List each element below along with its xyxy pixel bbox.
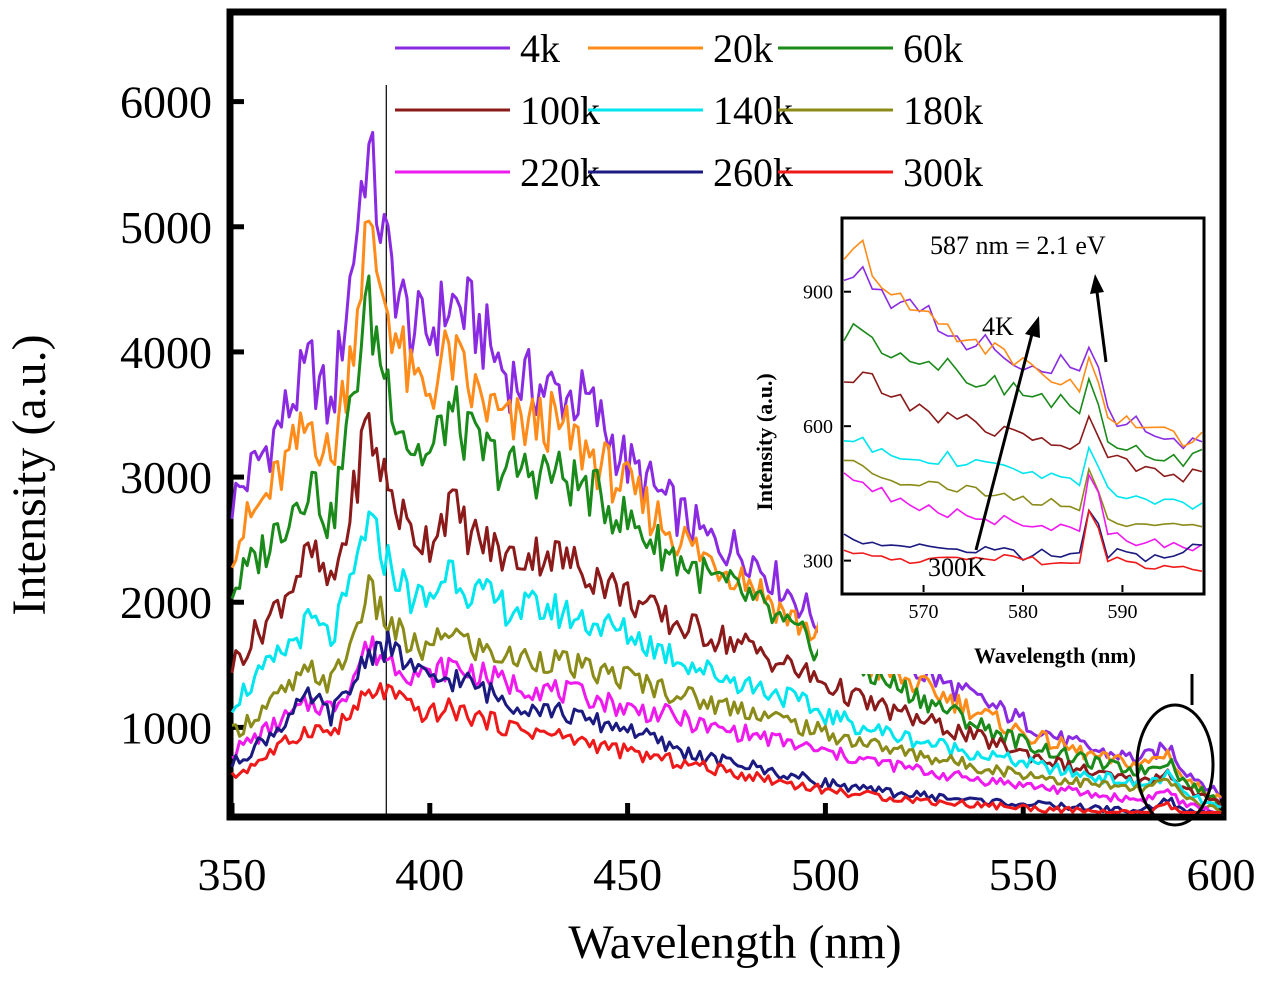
main-plot: 350 400 450 500 550 600 1000 2000 3000 4000 5000 6… — [3, 8, 1256, 969]
legend-label-300k: 300k — [903, 150, 983, 195]
inset-series-line-300k — [843, 508, 1203, 572]
inset-x-tick-label-580: 580 — [1008, 601, 1038, 623]
highlight-ellipse — [1135, 703, 1215, 827]
legend-label-20k: 20k — [713, 26, 773, 71]
legend-label-60k: 60k — [903, 26, 963, 71]
inset-x-axis-title: Wavelength (nm) — [974, 643, 1136, 668]
inset-y-tick-label-300: 300 — [803, 551, 833, 573]
temperature-arrowhead — [1025, 316, 1040, 338]
annotation-4k: 4K — [982, 312, 1014, 341]
y-tick-label-4000: 4000 — [120, 327, 212, 378]
inset-x-tick-label-590: 590 — [1107, 601, 1137, 623]
series-line-20k — [230, 219, 1222, 802]
x-tick-label-600: 600 — [1187, 849, 1256, 900]
y-tick-label-6000: 6000 — [120, 77, 212, 128]
inset-y-tick-label-900: 900 — [803, 282, 833, 304]
x-tick-label-550: 550 — [989, 849, 1058, 900]
inset-series-line-140k — [843, 436, 1203, 510]
series-line-4k — [230, 130, 1223, 800]
x-tick-label-500: 500 — [791, 849, 860, 900]
x-tick-label-400: 400 — [395, 849, 464, 900]
inset-series — [843, 238, 1203, 572]
inset-y-ticks: 300 600 900 — [803, 282, 851, 573]
main-series — [230, 130, 1223, 814]
inset-series-line-220k — [843, 472, 1203, 552]
y-tick-label-5000: 5000 — [120, 202, 212, 253]
main-y-ticks: 1000 2000 3000 4000 5000 6000 — [120, 77, 244, 753]
series-line-300k — [230, 682, 1221, 814]
annotation-587nm: 587 nm = 2.1 eV — [930, 231, 1106, 260]
series-line-220k — [231, 635, 1221, 814]
main-x-ticks: 350 400 450 500 550 600 — [198, 803, 1256, 900]
inset-x-tick-label-570: 570 — [909, 601, 939, 623]
series-line-180k — [231, 574, 1222, 814]
legend-label-220k: 220k — [520, 150, 600, 195]
x-tick-label-450: 450 — [593, 849, 662, 900]
inset-frame — [840, 216, 1206, 596]
main-y-axis-title: Intensity (a.u.) — [3, 334, 56, 615]
y-tick-label-2000: 2000 — [120, 577, 212, 628]
inset-series-line-100k — [843, 371, 1203, 483]
inset-series-line-60k — [843, 322, 1203, 468]
inset-series-line-20k — [843, 238, 1203, 448]
legend-label-180k: 180k — [903, 88, 983, 133]
temperature-arrow-line — [974, 333, 1034, 551]
inset-y-axis-title: Intensity (a.u.) — [752, 373, 777, 511]
y-tick-label-1000: 1000 — [120, 702, 212, 753]
main-x-axis-title: Wavelength (nm) — [568, 916, 901, 969]
series-line-100k — [230, 411, 1223, 809]
y-tick-label-3000: 3000 — [120, 452, 212, 503]
inset-y-tick-label-600: 600 — [803, 416, 833, 438]
inset-x-ticks: 570 580 590 — [909, 585, 1137, 623]
main-plot-frame — [226, 8, 1227, 821]
legend-label-4k: 4k — [520, 26, 560, 71]
series-line-140k — [230, 510, 1222, 809]
annotation-300k: 300K — [928, 553, 986, 582]
peak-arrowhead — [1090, 274, 1104, 294]
peak-arrow-line — [1095, 291, 1108, 363]
inset-series-line-180k — [843, 459, 1203, 528]
inset-plot: 570 580 590 300 600 900 Wavelength (nm) Inte… — [752, 214, 1208, 674]
x-tick-label-350: 350 — [198, 849, 267, 900]
legend-label-100k: 100k — [520, 88, 600, 133]
